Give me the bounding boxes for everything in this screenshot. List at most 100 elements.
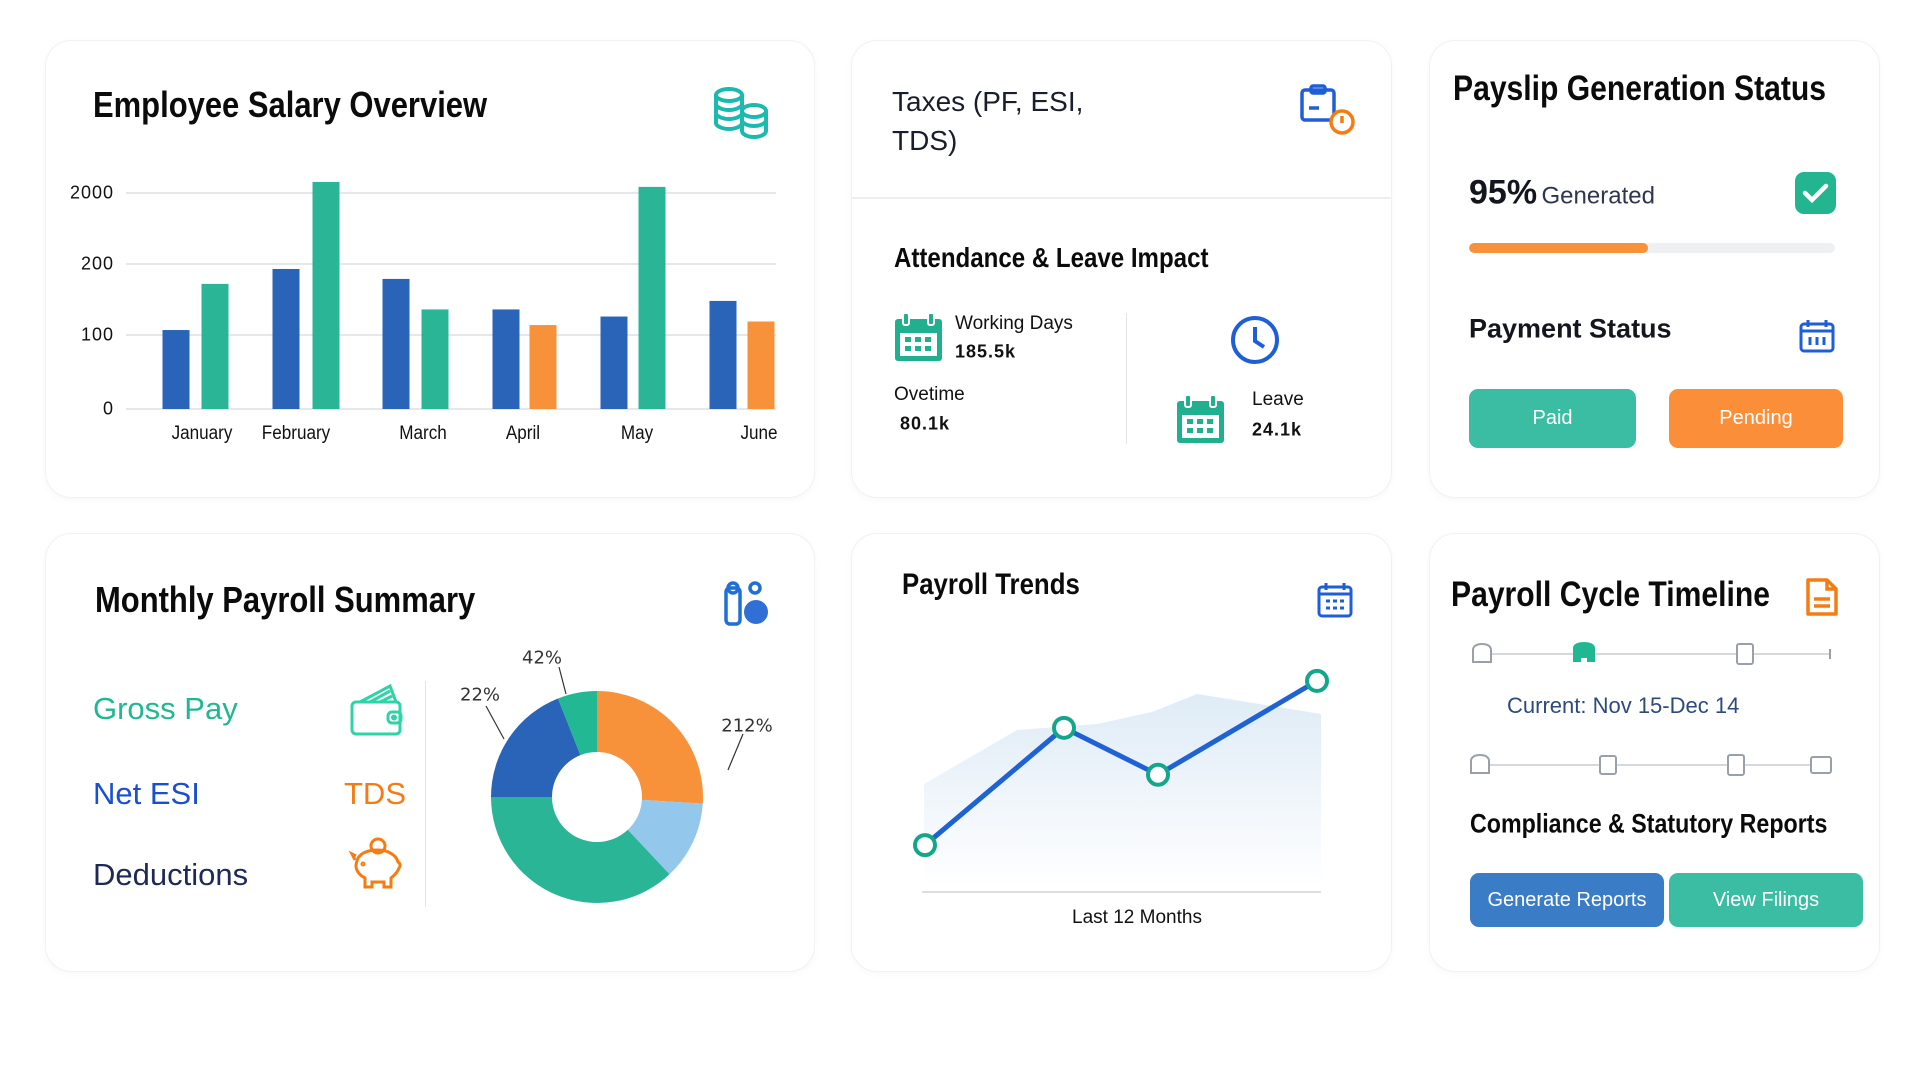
y-tick-label: 100 bbox=[80, 324, 114, 345]
stage-folder-icon[interactable] bbox=[1472, 642, 1492, 663]
working-days-label: Working Days bbox=[955, 313, 1073, 334]
donut-slice-3 bbox=[491, 698, 581, 797]
overtime-label: Ovetime bbox=[894, 384, 965, 405]
donut-slice-0 bbox=[597, 691, 703, 804]
tds-label: TDS bbox=[344, 776, 406, 811]
bar-june-series1 bbox=[709, 300, 737, 409]
generation-progress-bar bbox=[1469, 243, 1835, 253]
section-divider bbox=[852, 197, 1391, 199]
donut-leader-line bbox=[727, 733, 744, 771]
view-filings-button[interactable]: View Filings bbox=[1669, 873, 1863, 927]
leave-calendar-icon bbox=[1177, 394, 1224, 443]
donut-percent-label: 42% bbox=[521, 647, 563, 669]
trend-point-0[interactable] bbox=[913, 833, 937, 858]
payroll-trends-title: Payroll Trends bbox=[902, 568, 1080, 601]
payment-calendar-icon bbox=[1799, 320, 1835, 353]
attendance-title: Attendance & Leave Impact bbox=[894, 242, 1209, 273]
stats-divider bbox=[1126, 313, 1127, 444]
x-tick-label: June bbox=[740, 423, 778, 444]
bar-march-series1 bbox=[382, 278, 410, 409]
bar-april-series1 bbox=[492, 309, 520, 409]
bar-february-series2 bbox=[312, 181, 340, 409]
salary-overview-card: Employee Salary Overview 0 100 200 2000 Janu… bbox=[45, 40, 815, 498]
cycle-title: Payroll Cycle Timeline bbox=[1451, 575, 1770, 614]
x-tick-label: May bbox=[620, 423, 654, 444]
leave-label: Leave bbox=[1252, 389, 1304, 410]
clipboard-clock-icon bbox=[1300, 84, 1355, 135]
payroll-cycle-card: Payroll Cycle Timeline Current: Nov 15-D… bbox=[1429, 533, 1880, 972]
bar-january-series1 bbox=[162, 330, 190, 409]
payroll-users-icon bbox=[724, 581, 768, 626]
compliance-title: Compliance & Statutory Reports bbox=[1470, 808, 1828, 839]
document-icon bbox=[1806, 578, 1838, 616]
generation-progress-fill bbox=[1469, 243, 1649, 253]
bar-may-series2 bbox=[638, 186, 666, 409]
bar-april-series2 bbox=[529, 325, 557, 409]
y-tick-label: 200 bbox=[80, 253, 114, 274]
overtime-value: 80.1k bbox=[900, 413, 951, 434]
summary-divider bbox=[425, 681, 426, 907]
bar-may-series1 bbox=[600, 316, 628, 409]
taxes-attendance-card: Taxes (PF, ESI, TDS) Attendance & Leave … bbox=[851, 40, 1392, 498]
payroll-trends-card: Payroll Trends Last 12 Months bbox=[851, 533, 1392, 972]
generated-percent: 95% bbox=[1469, 173, 1538, 212]
donut-leader-line bbox=[485, 705, 505, 740]
payslip-title: Payslip Generation Status bbox=[1453, 69, 1827, 108]
cycle-timeline-top bbox=[1470, 642, 1832, 776]
working-days-calendar-icon bbox=[895, 312, 942, 361]
piggy-bank-icon bbox=[348, 837, 402, 889]
donut-slice-2 bbox=[491, 797, 670, 903]
donut-leader-line bbox=[558, 666, 567, 695]
coins-icon bbox=[714, 87, 768, 140]
donut-percent-label: 212% bbox=[721, 715, 773, 737]
y-tick-label: 2000 bbox=[69, 182, 114, 203]
trend-background-area bbox=[924, 694, 1321, 889]
stage-user-icon[interactable] bbox=[1599, 755, 1617, 775]
stage-current-icon[interactable] bbox=[1573, 642, 1595, 662]
monthly-payroll-card: Monthly Payroll Summary Gross Pay Net ES… bbox=[45, 533, 815, 972]
payroll-trends-line-chart bbox=[913, 668, 1329, 893]
trend-point-2[interactable] bbox=[1146, 762, 1170, 787]
gross-pay-label: Gross Pay bbox=[93, 691, 238, 726]
donut-slice-1 bbox=[627, 799, 703, 875]
salary-bar-chart bbox=[126, 181, 776, 410]
pending-button[interactable]: Pending bbox=[1669, 389, 1843, 448]
payslip-status-card: Payslip Generation Status 95% Generated … bbox=[1429, 40, 1880, 498]
trends-calendar-icon bbox=[1317, 583, 1353, 618]
leave-value: 24.1k bbox=[1252, 419, 1303, 440]
clock-icon bbox=[1231, 316, 1279, 364]
paid-button[interactable]: Paid bbox=[1469, 389, 1636, 448]
generate-reports-button[interactable]: Generate Reports bbox=[1470, 873, 1664, 927]
deductions-label: Deductions bbox=[93, 857, 249, 892]
trend-point-3[interactable] bbox=[1305, 668, 1329, 693]
x-tick-label: March bbox=[399, 423, 447, 444]
trend-line bbox=[923, 678, 1319, 848]
payroll-donut-chart bbox=[485, 666, 744, 903]
salary-overview-title: Employee Salary Overview bbox=[93, 84, 488, 125]
wallet-icon bbox=[350, 683, 403, 736]
bar-february-series1 bbox=[272, 268, 300, 409]
x-tick-label: April bbox=[505, 423, 541, 444]
stage-folder-icon[interactable] bbox=[1470, 753, 1490, 774]
net-esi-label: Net ESI bbox=[93, 776, 200, 811]
x-tick-label: January bbox=[171, 423, 233, 444]
bar-march-series2 bbox=[421, 309, 449, 409]
monthly-summary-title: Monthly Payroll Summary bbox=[95, 579, 476, 620]
stage-document-icon[interactable] bbox=[1727, 754, 1745, 776]
bar-january-series2 bbox=[201, 283, 229, 409]
stage-calendar-icon[interactable] bbox=[1810, 756, 1832, 774]
taxes-title-line2: TDS) bbox=[892, 125, 958, 156]
generated-label: Generated bbox=[1541, 182, 1655, 210]
payment-status-title: Payment Status bbox=[1469, 313, 1672, 344]
y-tick-label: 0 bbox=[102, 398, 114, 419]
current-cycle-text: Current: Nov 15-Dec 14 bbox=[1507, 693, 1740, 718]
trends-x-label: Last 12 Months bbox=[1072, 907, 1202, 928]
donut-percent-label: 22% bbox=[459, 684, 501, 706]
x-tick-label: February bbox=[261, 423, 331, 444]
trend-point-1[interactable] bbox=[1052, 715, 1076, 740]
stage-document-icon[interactable] bbox=[1736, 643, 1754, 665]
donut-slice-4 bbox=[557, 691, 597, 756]
generated-status: 95% Generated bbox=[1469, 174, 1655, 213]
taxes-title-line1: Taxes (PF, ESI, bbox=[892, 86, 1084, 117]
working-days-value: 185.5k bbox=[955, 341, 1017, 362]
